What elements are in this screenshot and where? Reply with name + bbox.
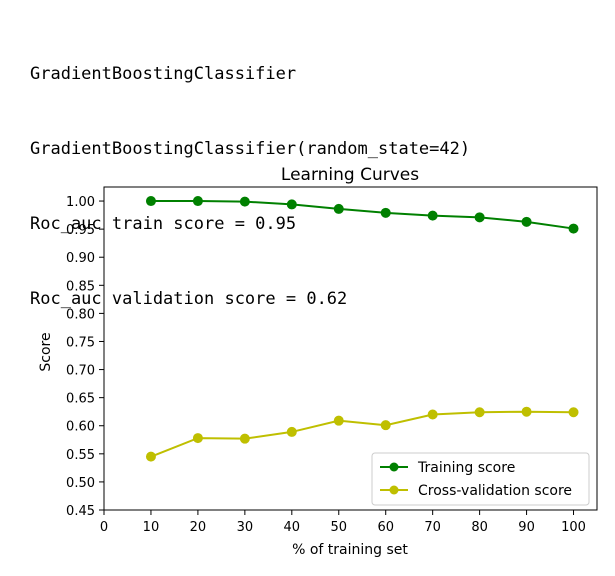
data-point (568, 223, 579, 234)
cell-output: GradientBoostingClassifier GradientBoost… (30, 12, 470, 337)
legend-swatch-marker (389, 462, 399, 472)
y-tick-label: 0.45 (66, 504, 95, 519)
y-tick-label: 0.90 (66, 251, 95, 266)
y-tick-label: 0.60 (66, 420, 95, 435)
data-point (474, 407, 485, 418)
chart-title: Learning Curves (281, 165, 419, 185)
data-point (427, 210, 438, 221)
x-tick-label: 40 (284, 520, 301, 535)
y-tick-label: 0.85 (66, 279, 95, 294)
series-layer (145, 196, 579, 462)
y-tick-label: 0.50 (66, 476, 95, 491)
data-point (333, 203, 344, 214)
data-point (145, 196, 156, 207)
legend: Training score Cross-validation score (371, 452, 590, 506)
x-tick-label: 60 (377, 520, 394, 535)
output-line-train-score: Roc_auc train score = 0.95 (30, 214, 297, 234)
data-point (521, 216, 532, 227)
data-point (145, 451, 156, 462)
axes: 0 10 20 30 40 50 60 70 80 90 100 0.45 0.50 0.55 0.60 0.… (66, 186, 598, 535)
x-tick-label: 100 (561, 520, 586, 535)
data-point (380, 207, 391, 218)
data-point (239, 433, 250, 444)
y-tick-label: 1.00 (66, 195, 95, 210)
x-tick-label: 70 (424, 520, 441, 535)
y-tick-label: 0.80 (66, 307, 95, 322)
legend-entry-label: Cross-validation score (418, 483, 572, 499)
x-tick-label: 80 (471, 520, 488, 535)
y-tick-label: 0.65 (66, 392, 95, 407)
x-tick-label: 90 (518, 520, 535, 535)
data-point (474, 212, 485, 223)
data-point (427, 409, 438, 420)
data-point (286, 426, 297, 437)
data-point (521, 406, 532, 417)
series-line (150, 200, 574, 230)
legend-entry-label: Training score (417, 460, 515, 476)
output-line-model-name: GradientBoostingClassifier (30, 64, 297, 84)
y-axis-label: Score (38, 332, 54, 371)
x-tick-label: 0 (100, 520, 108, 535)
x-tick-label: 20 (190, 520, 207, 535)
data-point (380, 420, 391, 431)
data-point (192, 433, 203, 444)
series-cross-validation-score (145, 406, 579, 462)
series-line (150, 410, 574, 458)
data-point (239, 196, 250, 207)
legend-box (371, 452, 590, 506)
data-point (568, 407, 579, 418)
x-tick-label: 50 (330, 520, 347, 535)
data-point (192, 196, 203, 207)
legend-swatch-marker (389, 485, 399, 495)
x-tick-label: 30 (237, 520, 254, 535)
data-point (333, 415, 344, 426)
x-tick-label: 10 (143, 520, 160, 535)
plot-frame (103, 186, 598, 511)
series-training-score (145, 196, 579, 234)
y-tick-label: 0.55 (66, 448, 95, 463)
y-tick-label: 0.95 (66, 223, 95, 238)
data-point (286, 199, 297, 210)
output-line-validation-score: Roc_auc validation score = 0.62 (30, 289, 348, 309)
output-line-model-repr: GradientBoostingClassifier(random_state=… (30, 139, 471, 159)
y-tick-label: 0.75 (66, 335, 95, 350)
x-axis-label: % of training set (292, 542, 408, 558)
y-tick-label: 0.70 (66, 364, 95, 379)
